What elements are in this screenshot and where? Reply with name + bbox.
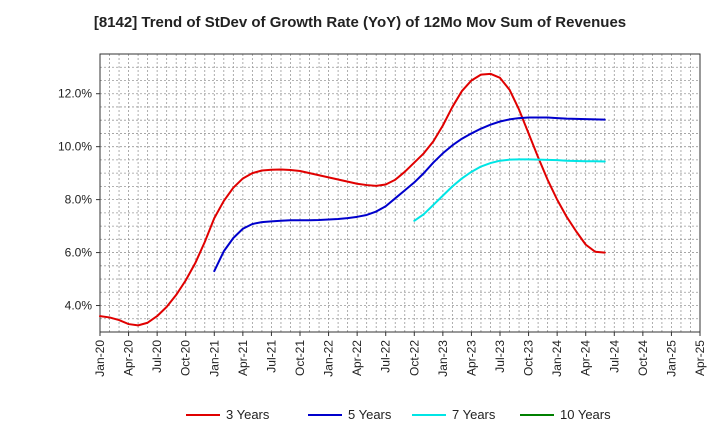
x-tick-label: Jan-25: [664, 340, 678, 377]
x-tick-label: Oct-23: [522, 340, 536, 376]
series-line-5-years: [213, 116, 606, 273]
x-tick-label: Jan-21: [207, 340, 221, 377]
x-tick-label: Jul-22: [379, 340, 393, 373]
y-tick-label: 10.0%: [58, 140, 92, 154]
series-line-7-years: [413, 158, 606, 222]
x-tick-label: Apr-22: [350, 340, 364, 376]
x-tick-label: Jul-23: [493, 340, 507, 373]
x-tick-label: Oct-22: [407, 340, 421, 376]
x-tick-label: Jan-24: [550, 340, 564, 377]
x-tick-label: Jan-20: [93, 340, 107, 377]
x-tick-label: Apr-21: [236, 340, 250, 376]
x-tick-label: Apr-20: [122, 340, 136, 376]
x-tick-label: Apr-25: [693, 340, 707, 376]
x-tick-label: Jan-23: [436, 340, 450, 377]
y-tick-label: 12.0%: [58, 87, 92, 101]
legend-label: 3 Years: [226, 407, 270, 422]
x-tick-label: Apr-23: [464, 340, 478, 376]
legend-label: 7 Years: [452, 407, 496, 422]
x-tick-label: Apr-24: [579, 340, 593, 376]
plot-frame: [99, 53, 701, 333]
x-tick-label: Jul-24: [607, 340, 621, 373]
x-tick-label: Oct-21: [293, 340, 307, 376]
series-line-3-years: [99, 72, 606, 327]
y-tick-label: 8.0%: [65, 193, 93, 207]
x-tick-label: Oct-24: [636, 340, 650, 376]
legend-label: 5 Years: [348, 407, 392, 422]
chart-title: [8142] Trend of StDev of Growth Rate (Yo…: [93, 14, 627, 31]
y-tick-label: 6.0%: [65, 246, 93, 260]
x-tick-label: Jul-20: [150, 340, 164, 373]
legend-label: 10 Years: [560, 407, 611, 422]
x-tick-label: Jan-22: [322, 340, 336, 377]
x-tick-label: Jul-21: [264, 340, 278, 373]
x-tick-label: Oct-20: [179, 340, 193, 376]
y-tick-label: 4.0%: [65, 299, 93, 313]
